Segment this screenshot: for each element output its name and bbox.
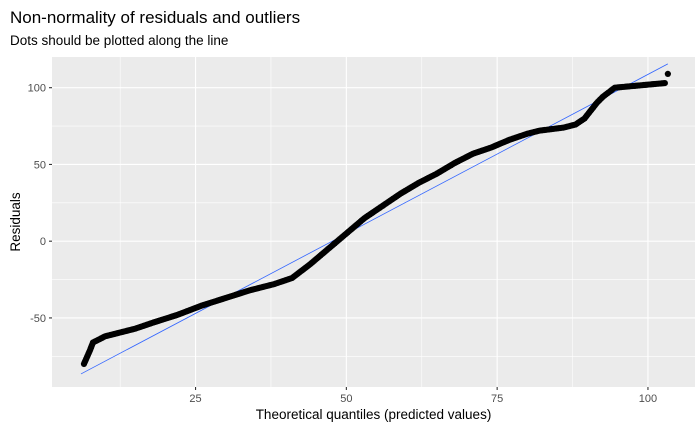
x-axis-title: Theoretical quantiles (predicted values): [256, 407, 492, 422]
x-axis: 25 50 75 100: [189, 387, 657, 405]
y-tick-label: 50: [34, 159, 46, 171]
residual-points: [80, 70, 671, 368]
y-tick-label: -50: [30, 313, 46, 325]
y-tick-label: 100: [28, 83, 46, 95]
data-point: [664, 70, 671, 77]
y-axis-title: Residuals: [8, 192, 23, 252]
x-tick-label: 100: [639, 393, 657, 405]
plot-panel: [52, 57, 695, 387]
y-axis: -50 0 50 100: [28, 83, 52, 325]
x-tick-label: 50: [340, 393, 352, 405]
chart-title: Non-normality of residuals and outliers: [10, 8, 300, 27]
chart-subtitle: Dots should be plotted along the line: [10, 33, 228, 48]
major-gridlines: [52, 57, 695, 387]
x-tick-label: 25: [189, 393, 201, 405]
y-tick-label: 0: [40, 236, 46, 248]
x-tick-label: 75: [491, 393, 503, 405]
data-point-band: [660, 80, 667, 87]
reference-line: [80, 63, 669, 375]
minor-gridlines: [52, 57, 695, 387]
